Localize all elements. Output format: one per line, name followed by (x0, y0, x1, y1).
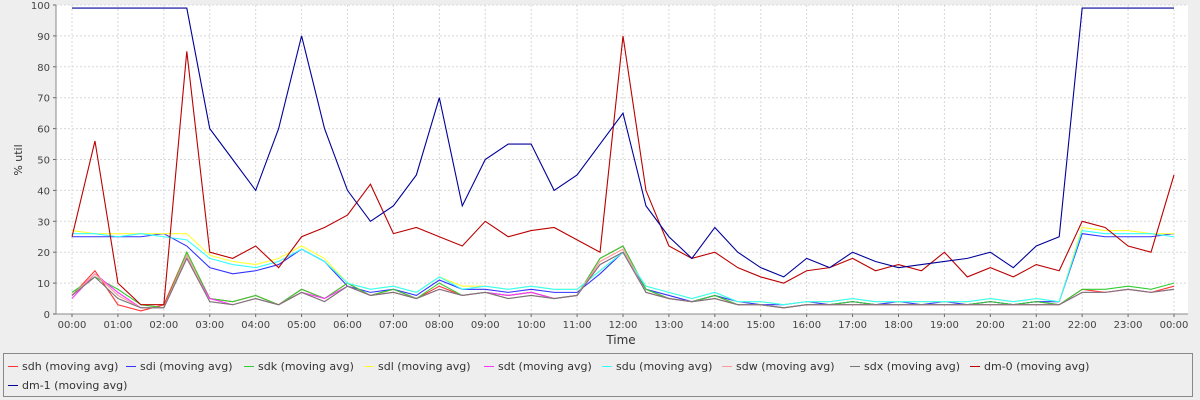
y-axis-label: % util (12, 144, 25, 175)
y-tick-label: 30 (37, 217, 50, 228)
y-tick-label: 0 (44, 310, 50, 321)
x-tick-label: 14:00 (700, 320, 729, 331)
legend-swatch (8, 384, 18, 386)
x-tick-label: 21:00 (1022, 320, 1051, 331)
x-tick-label: 22:00 (1068, 320, 1097, 331)
series-line-dm-0 (71, 35, 1175, 306)
legend-swatch (722, 365, 732, 367)
series-line-sdk (71, 245, 1175, 309)
legend-item-sdh: sdh (moving avg) (8, 358, 118, 374)
legend-item-dm-1: dm-1 (moving avg) (8, 377, 127, 393)
legend-swatch (126, 365, 136, 367)
x-tick-label: 09:00 (471, 320, 500, 331)
x-tick-label: 17:00 (838, 320, 867, 331)
x-tick-label: 19:00 (930, 320, 959, 331)
legend-item-dm-0: dm-0 (moving avg) (970, 358, 1089, 374)
x-tick-label: 12:00 (609, 320, 638, 331)
legend-label: sdu (moving avg) (616, 359, 713, 373)
y-tick-label: 10 (37, 279, 50, 290)
x-tick-label: 11:00 (563, 320, 592, 331)
legend-swatch (244, 365, 254, 367)
legend-label: sdh (moving avg) (22, 359, 119, 373)
series-line-dm-1 (72, 7, 1174, 278)
x-tick-label: 05:00 (287, 320, 316, 331)
legend-label: dm-1 (moving avg) (22, 378, 128, 392)
legend-item-sdl: sdl (moving avg) (364, 358, 471, 374)
y-tick-label: 20 (37, 248, 50, 259)
legend-item-sdi: sdi (moving avg) (126, 358, 233, 374)
legend-label: sdi (moving avg) (140, 359, 233, 373)
y-tick-label: 90 (37, 32, 50, 43)
x-tick-label: 15:00 (746, 320, 775, 331)
legend-label: sdt (moving avg) (498, 359, 592, 373)
x-axis-label: Time (605, 333, 635, 347)
y-tick-label: 50 (37, 156, 50, 167)
series-line-sdx (71, 251, 1175, 309)
y-tick-label: 60 (37, 125, 50, 136)
legend-swatch (8, 365, 18, 367)
x-tick-label: 02:00 (149, 320, 178, 331)
series-group (71, 7, 1175, 312)
x-axis: 00:00 01:00 02:00 03:00 04:00 05:00 06:00 07:00… (56, 313, 1189, 331)
x-tick-label: 03:00 (195, 320, 224, 331)
x-tick-label: 10:00 (517, 320, 546, 331)
legend-swatch (850, 365, 860, 367)
y-axis: 0 10 20 30 40 50 60 70 80 90 100 (31, 1, 57, 321)
legend-swatch (602, 365, 612, 367)
legend-swatch (364, 365, 374, 367)
legend-label: sdx (moving avg) (864, 359, 960, 373)
x-tick-label: 07:00 (379, 320, 408, 331)
x-tick-label: 13:00 (655, 320, 684, 331)
legend-item-sdu: sdu (moving avg) (602, 358, 712, 374)
legend-item-sdk: sdk (moving avg) (244, 358, 354, 374)
x-tick-label: 08:00 (425, 320, 454, 331)
legend-item-sdt: sdt (moving avg) (484, 358, 592, 374)
x-tick-label: 00:00 (1160, 320, 1189, 331)
y-tick-label: 100 (31, 1, 50, 12)
legend-swatch (970, 365, 980, 367)
legend-label: sdl (moving avg) (378, 359, 471, 373)
x-tick-label: 16:00 (792, 320, 821, 331)
x-tick-label: 04:00 (241, 320, 270, 331)
x-tick-label: 18:00 (884, 320, 913, 331)
legend: sdh (moving avg) sdi (moving avg) sdk (mov… (3, 353, 1193, 397)
legend-label: sdw (moving avg) (736, 359, 835, 373)
legend-item-sdx: sdx (moving avg) (850, 358, 960, 374)
y-tick-label: 70 (37, 94, 50, 105)
x-tick-label: 06:00 (333, 320, 362, 331)
x-tick-label: 01:00 (104, 320, 133, 331)
x-tick-label: 23:00 (1114, 320, 1143, 331)
x-tick-label: 00:00 (58, 320, 87, 331)
y-tick-label: 80 (37, 63, 50, 74)
chart-svg: 0 10 20 30 40 50 60 70 80 90 100 00:00 01:00 02:00 03… (12, 1, 1189, 347)
legend-swatch (484, 365, 494, 367)
legend-label: sdk (moving avg) (258, 359, 354, 373)
y-tick-label: 40 (37, 186, 50, 197)
legend-item-sdw: sdw (moving avg) (722, 358, 834, 374)
legend-label: dm-0 (moving avg) (984, 359, 1090, 373)
x-tick-label: 20:00 (976, 320, 1005, 331)
